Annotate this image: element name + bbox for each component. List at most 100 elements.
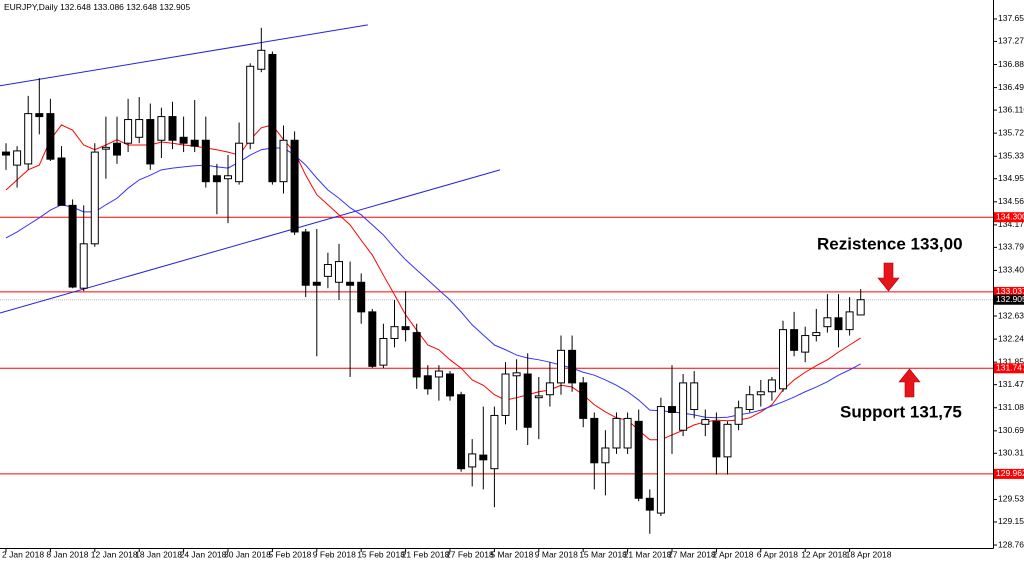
candle-body <box>13 150 22 166</box>
candle-body <box>279 139 288 183</box>
candle-body <box>90 151 99 245</box>
candle-body <box>368 311 377 367</box>
candle-body <box>312 281 321 286</box>
y-tick-label: 137.270 <box>998 36 1024 46</box>
candle-body <box>235 142 244 183</box>
candle-body <box>823 317 832 328</box>
y-tick-label: 136.880 <box>998 59 1024 69</box>
level-label: 133.037 <box>996 286 1024 296</box>
candle-body <box>490 414 499 470</box>
candle-body <box>612 417 621 449</box>
level-label-box <box>994 363 1024 374</box>
candle-body <box>412 332 421 378</box>
candle-body <box>101 146 110 150</box>
candle-body <box>246 65 255 144</box>
support-annotation: Support 131,75 <box>840 402 962 421</box>
y-tick-label: 130.690 <box>998 425 1024 435</box>
candle-body <box>590 417 599 464</box>
y-tick-label: 137.650 <box>998 13 1024 23</box>
candle-body <box>723 423 732 458</box>
x-tick-label: 12 Apr 2018 <box>801 549 847 559</box>
level-label: 129.962 <box>996 468 1024 478</box>
candle-body <box>57 157 66 206</box>
x-tick-label: 27 Mar 2018 <box>668 549 716 559</box>
candle-body <box>434 370 443 378</box>
candle-body <box>79 243 88 289</box>
y-tick-label: 134.560 <box>998 196 1024 206</box>
candle-body <box>579 382 588 419</box>
candle-body <box>779 329 787 390</box>
candle-body <box>790 329 799 351</box>
x-tick-label: 18 Jan 2018 <box>135 549 182 559</box>
y-tick-label: 132.240 <box>998 333 1024 343</box>
candle-body <box>767 379 776 393</box>
candle-body <box>124 119 133 144</box>
x-tick-label: 27 Feb 2018 <box>446 549 494 559</box>
candle-body <box>2 151 10 156</box>
x-tick-label: 6 Apr 2018 <box>757 549 798 559</box>
y-tick-label: 133.400 <box>998 265 1024 275</box>
candle-body <box>545 382 554 396</box>
candle-body <box>157 116 166 141</box>
candle-body <box>346 281 355 286</box>
candle-body <box>268 53 277 183</box>
x-tick-label: 12 Jan 2018 <box>91 549 138 559</box>
candle-body <box>390 326 399 340</box>
candle-body <box>479 454 488 461</box>
candle-body <box>357 281 366 313</box>
resistance-annotation: Rezistence 133,00 <box>817 234 963 253</box>
candle-body <box>113 142 121 156</box>
candle-body <box>46 113 55 160</box>
x-tick-label: 18 Apr 2018 <box>846 549 892 559</box>
candle-body <box>301 231 310 286</box>
candle-body <box>335 261 343 283</box>
candle-body <box>634 420 643 499</box>
candle-body <box>712 420 721 458</box>
candle-body <box>745 394 754 411</box>
moving-average <box>5 147 861 419</box>
plot <box>0 24 993 534</box>
level-label: 134.300 <box>996 211 1024 221</box>
x-tick-label: 15 Feb 2018 <box>357 549 405 559</box>
candle-body <box>812 332 821 337</box>
candle-body <box>446 373 454 397</box>
candle-body <box>290 139 299 233</box>
last-price-box <box>994 294 1024 305</box>
candle-body <box>601 447 610 464</box>
candle-body <box>623 417 632 449</box>
x-tick-label: 30 Jan 2018 <box>224 549 271 559</box>
y-tick-label: 131.080 <box>998 402 1024 412</box>
candle-body <box>457 394 466 470</box>
chart-header: EURJPY,Daily 132.648 133.086 132.648 132… <box>4 2 190 12</box>
candle-body <box>323 264 332 277</box>
y-tick-label: 131.470 <box>998 379 1024 389</box>
candle-body <box>35 113 44 118</box>
level-label-box <box>994 286 1024 297</box>
candle-body <box>401 326 410 331</box>
candle-body <box>834 317 843 331</box>
candle-body <box>257 49 266 70</box>
candle-body <box>468 453 477 468</box>
down-arrow <box>877 262 900 292</box>
y-tick-label: 134.170 <box>998 219 1024 229</box>
y-tick-label: 132.630 <box>998 310 1024 320</box>
candle-body <box>856 299 865 316</box>
last-price-label: 132.905 <box>996 294 1024 304</box>
candle-body <box>24 113 33 165</box>
candle-body <box>190 139 199 147</box>
y-tick-label: 130.310 <box>998 448 1024 458</box>
y-tick-label: 135.330 <box>998 150 1024 160</box>
symbol: EURJPY,Daily <box>4 2 58 12</box>
trend-line <box>0 24 368 87</box>
candle-body <box>68 204 77 288</box>
x-tick-label: 5 Mar 2018 <box>490 549 533 559</box>
y-tick-label: 133.790 <box>998 242 1024 252</box>
candle-body <box>701 419 710 425</box>
candle-body <box>756 391 765 396</box>
y-tick-label: 136.110 <box>998 104 1024 114</box>
up-arrow <box>898 368 921 398</box>
candle-body <box>523 373 532 428</box>
candle-body <box>534 395 543 399</box>
